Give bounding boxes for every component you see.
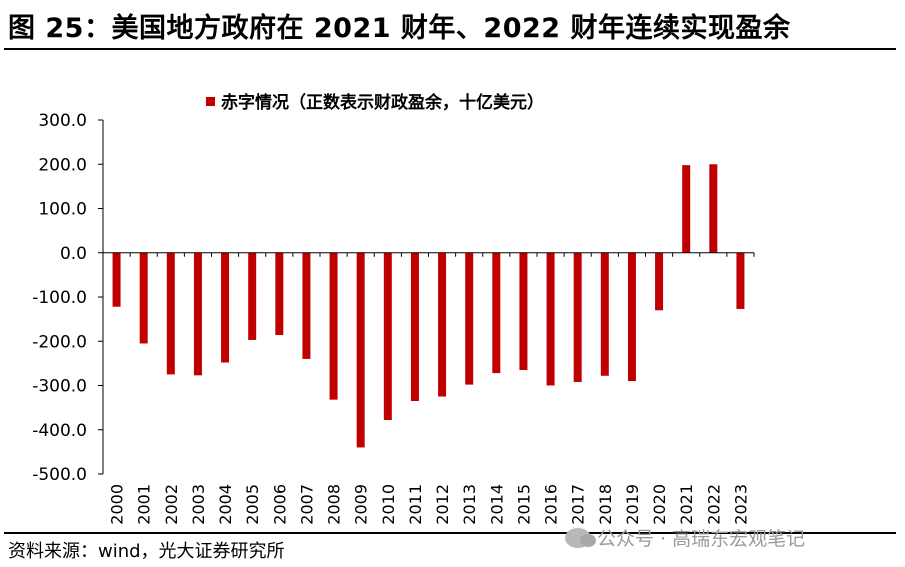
bar-2019 <box>627 252 636 382</box>
footer-divider <box>4 532 896 534</box>
x-tick-label: 2020 <box>650 484 669 525</box>
bar-2014 <box>492 252 501 374</box>
legend-swatch <box>206 97 215 106</box>
x-tick-label: 2008 <box>325 484 344 525</box>
bar-2002 <box>166 252 175 375</box>
x-tick-label: 2005 <box>243 484 262 525</box>
x-tick-label: 2011 <box>406 484 425 525</box>
bar-2010 <box>383 252 392 421</box>
bar-2001 <box>139 252 148 344</box>
x-tick-label: 2014 <box>487 484 506 525</box>
y-tick-label: 300.0 <box>38 111 87 131</box>
y-tick-label: -400.0 <box>32 421 87 441</box>
x-tick-label: 2022 <box>704 484 723 525</box>
title-divider <box>4 48 896 50</box>
x-tick-label: 2021 <box>677 484 696 525</box>
bar-2021 <box>682 165 691 253</box>
watermark: 公众号 · 高瑞东宏观笔记 <box>565 524 805 551</box>
bar-2022 <box>709 164 718 253</box>
x-tick-label: 2017 <box>569 484 588 525</box>
x-tick-label: 2006 <box>270 484 289 525</box>
x-tick-label: 2012 <box>433 484 452 525</box>
bars <box>112 164 745 448</box>
wechat-icon <box>565 527 596 548</box>
bar-2013 <box>465 252 474 385</box>
x-tick-label: 2023 <box>731 484 750 525</box>
bar-2017 <box>573 252 582 382</box>
x-tick-label: 2015 <box>514 484 533 525</box>
x-tick-label: 2018 <box>596 484 615 525</box>
y-tick-label: -200.0 <box>32 332 87 352</box>
x-tick-label: 2009 <box>352 484 371 525</box>
y-tick-label: -300.0 <box>32 377 87 397</box>
bar-2003 <box>193 252 202 376</box>
x-axis: 2000 2001 2002 2003 2004 2005 2006 2007 2008 2009… <box>102 252 755 525</box>
x-tick-label: 2003 <box>189 484 208 525</box>
bar-2023 <box>736 252 745 309</box>
bar-2012 <box>438 252 447 397</box>
bar-2011 <box>410 252 419 401</box>
bar-2004 <box>221 252 230 363</box>
bar-2006 <box>275 252 284 336</box>
x-tick-label: 2013 <box>460 484 479 525</box>
bar-2020 <box>655 252 664 311</box>
y-tick-label: 200.0 <box>38 155 87 175</box>
page-title: 图 25：美国地方政府在 2021 财年、2022 财年连续实现盈余 <box>8 13 791 44</box>
bar-2016 <box>546 252 555 386</box>
bar-2008 <box>329 252 338 400</box>
y-tick-label: -100.0 <box>32 288 87 308</box>
watermark-text: 公众号 · 高瑞东宏观笔记 <box>597 528 806 550</box>
y-tick-label: -500.0 <box>32 465 87 485</box>
x-tick-label: 2010 <box>379 484 398 525</box>
x-tick-label: 2007 <box>297 484 316 525</box>
x-tick-label: 2002 <box>162 484 181 525</box>
y-tick-label: 100.0 <box>38 200 87 220</box>
x-tick-label: 2000 <box>108 484 127 525</box>
bar-2009 <box>356 252 365 448</box>
y-axis: 300.0 200.0 100.0 0.0 -100.0 -200.0 -300.0 -400… <box>32 111 104 485</box>
x-tick-label: 2019 <box>623 484 642 525</box>
x-tick-label: 2004 <box>216 484 235 525</box>
x-tick-label: 2016 <box>542 484 561 525</box>
source-note: 资料来源：wind，光大证券研究所 <box>8 541 285 562</box>
y-tick-label: 0.0 <box>60 244 87 264</box>
x-tick-label: 2001 <box>135 484 154 525</box>
bar-2007 <box>302 252 311 359</box>
legend: 赤字情况（正数表示财政盈余，十亿美元） <box>206 92 544 113</box>
bar-2005 <box>248 252 257 340</box>
bar-2018 <box>600 252 609 376</box>
bar-2015 <box>519 252 528 371</box>
legend-label: 赤字情况（正数表示财政盈余，十亿美元） <box>221 92 544 113</box>
bar-2000 <box>112 252 121 307</box>
